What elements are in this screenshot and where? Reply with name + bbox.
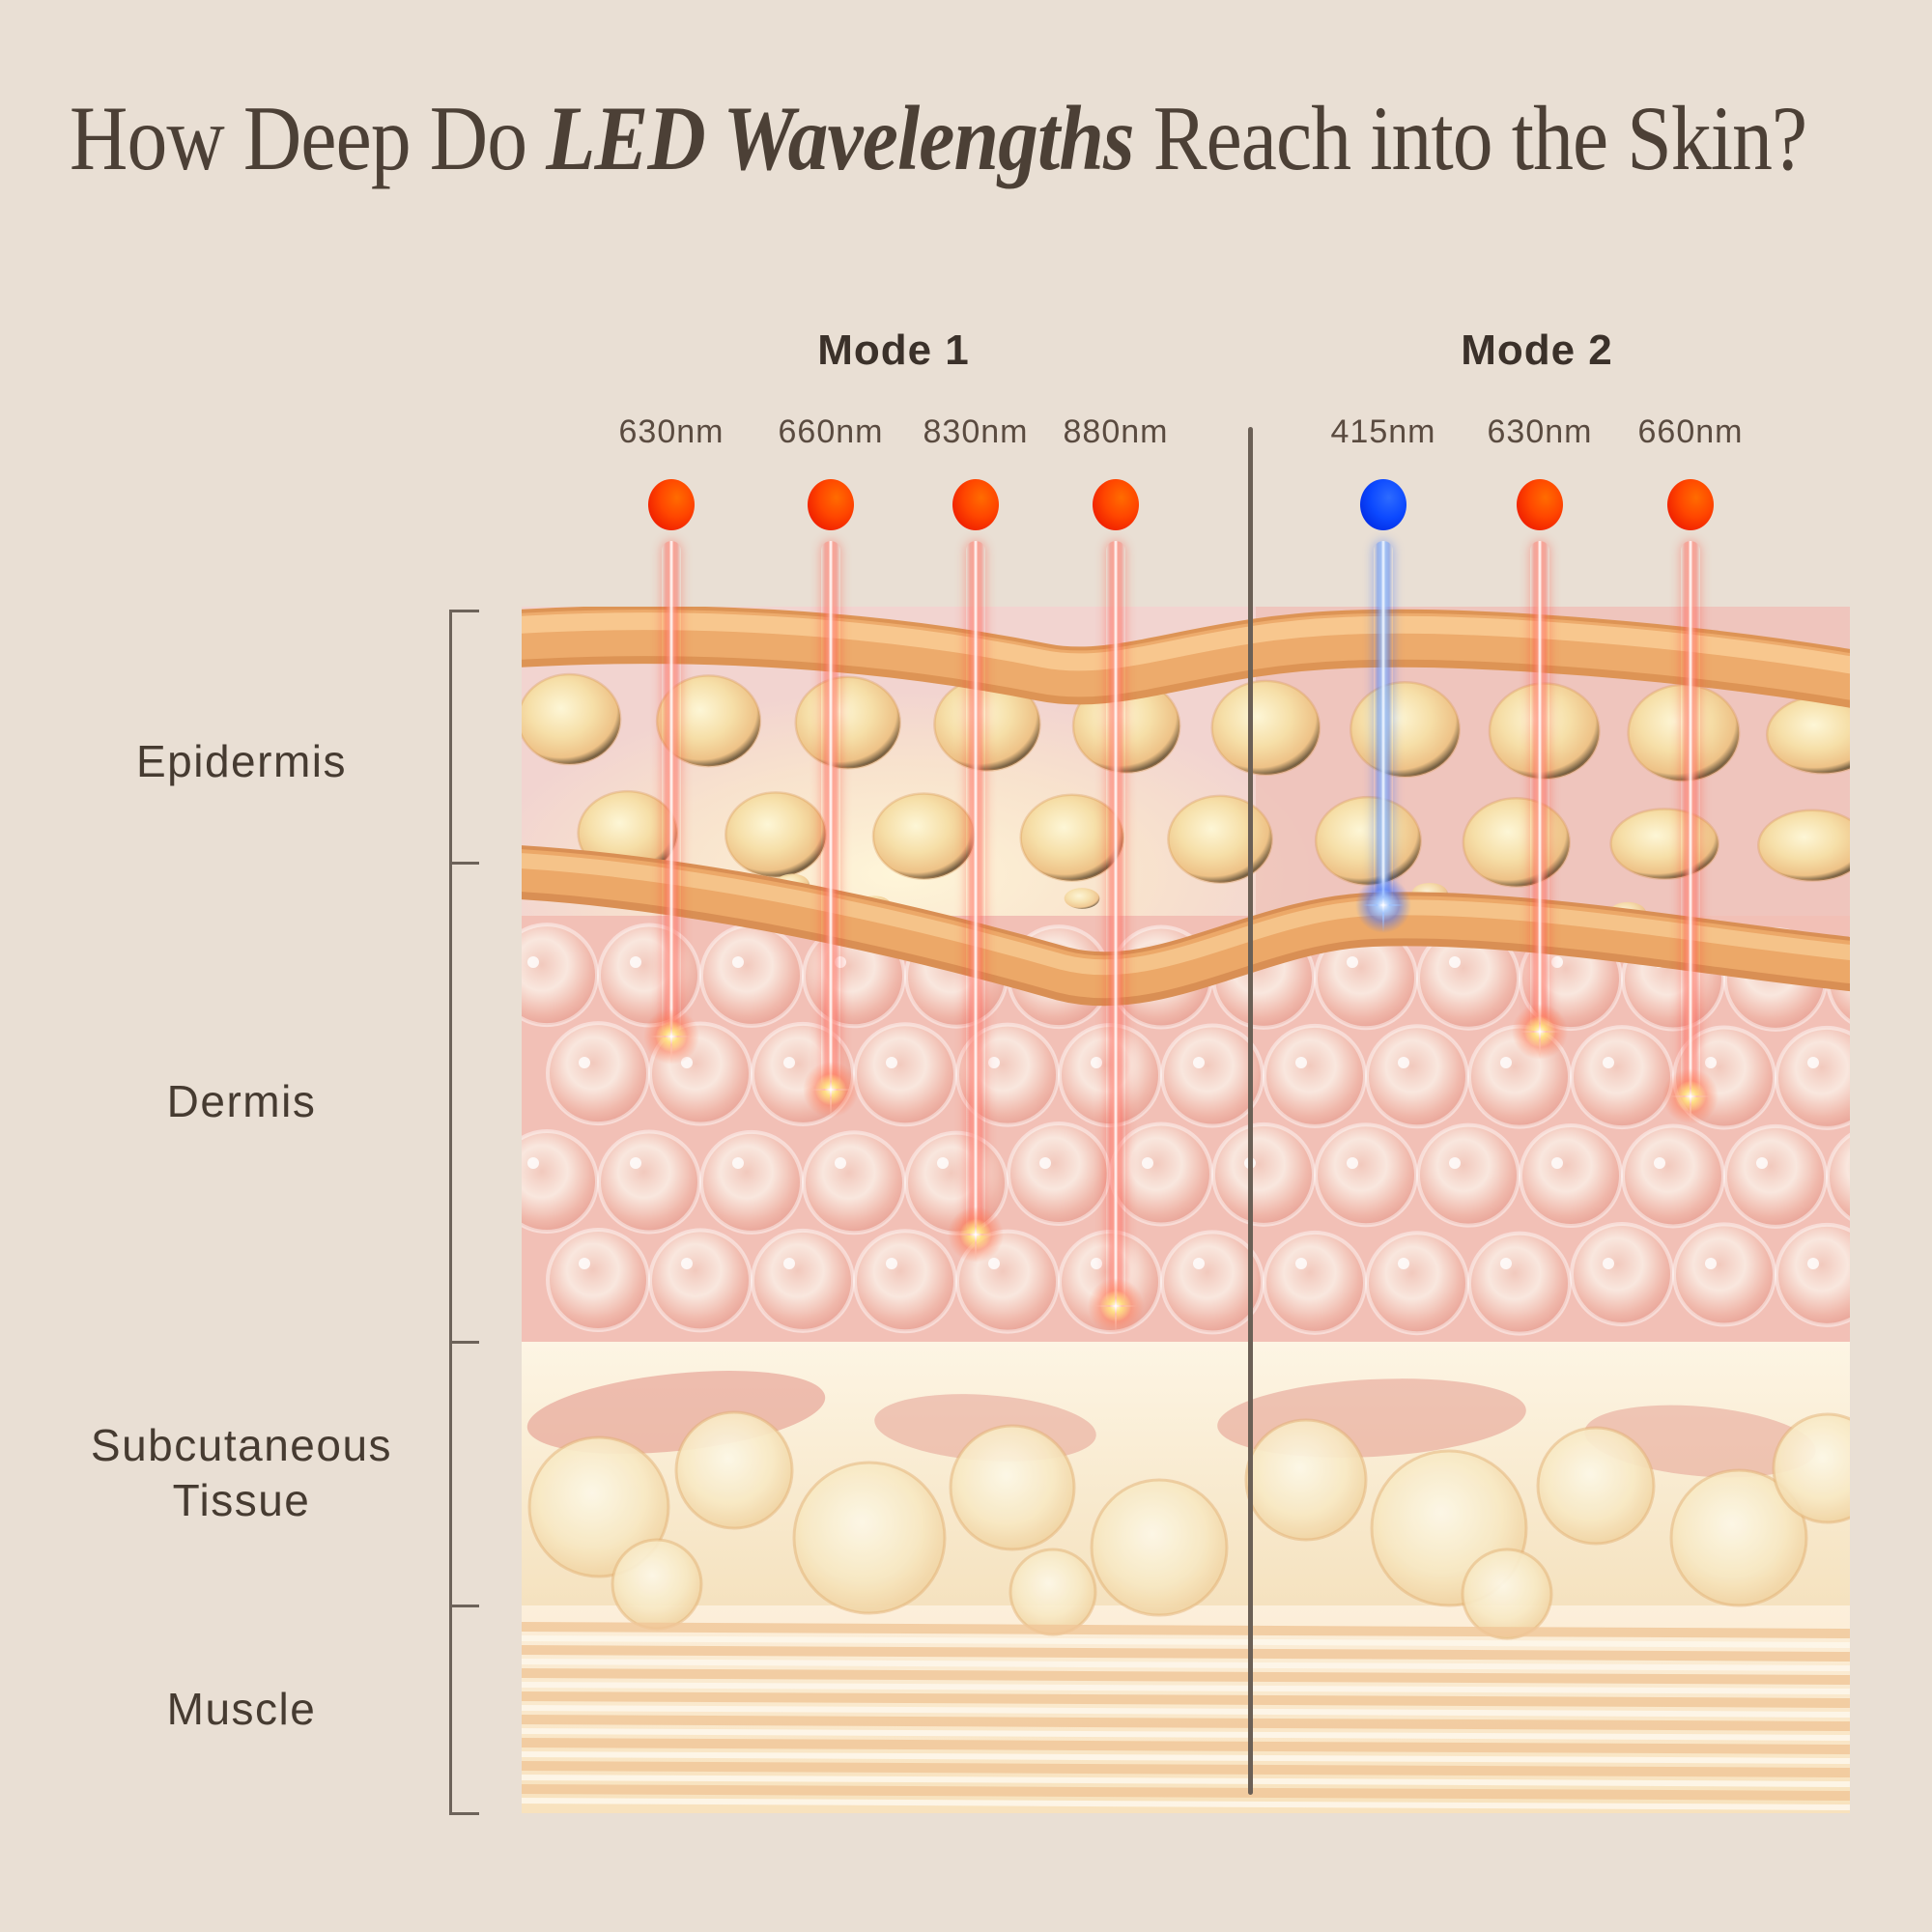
light-beam-660nm (821, 541, 840, 1090)
page-title: How Deep Do LED Wavelengths Reach into t… (70, 93, 1807, 185)
muscle-fiber-stripes (522, 1622, 1850, 1810)
led-dot-red (952, 479, 999, 530)
mode-divider-line (1248, 427, 1253, 1795)
beam-endpoint-sparkle (1085, 1275, 1147, 1337)
layer-bracket-tick (449, 610, 479, 612)
beam-endpoint-sparkle (640, 1006, 702, 1067)
light-beam-660nm (1681, 541, 1700, 1096)
title-prefix: How Deep Do (70, 87, 547, 189)
wavelength-label-880nm: 880nm (1063, 413, 1169, 450)
layer-label-dermis: Dermis (166, 1076, 317, 1126)
dermis-cells (522, 923, 1850, 1336)
light-beam-630nm (662, 541, 681, 1037)
wavelength-label-630nm: 630nm (1487, 413, 1593, 450)
beam-endpoint-sparkle (800, 1059, 862, 1121)
led-dot-blue (1360, 479, 1406, 530)
led-dot-red (648, 479, 695, 530)
layer-bracket-line (449, 611, 452, 1813)
layer-label-epidermis: Epidermis (135, 735, 347, 786)
mode-1-header: Mode 1 (817, 327, 970, 374)
skin-surface-band (522, 607, 1850, 708)
layer-label-muscle: Muscle (166, 1683, 317, 1734)
beam-endpoint-sparkle (945, 1204, 1007, 1265)
wavelength-label-830nm: 830nm (923, 413, 1029, 450)
led-dot-red (1667, 479, 1714, 530)
subcutaneous-fat-cells (527, 1410, 1850, 1640)
led-dot-red (1093, 479, 1139, 530)
wavelength-label-630nm: 630nm (618, 413, 724, 450)
light-beam-630nm (1530, 541, 1549, 1032)
light-beam-830nm (966, 541, 985, 1235)
title-suffix: Reach into the Skin? (1133, 87, 1807, 189)
wavelength-label-415nm: 415nm (1330, 413, 1436, 450)
layer-bracket-tick (449, 862, 479, 865)
light-beam-415nm (1374, 541, 1393, 905)
basement-membrane-band (522, 845, 1850, 1007)
mode-2-header: Mode 2 (1461, 327, 1613, 374)
light-beam-880nm (1106, 541, 1125, 1306)
led-dot-red (808, 479, 854, 530)
wavelength-label-660nm: 660nm (778, 413, 884, 450)
wavelength-label-660nm: 660nm (1637, 413, 1744, 450)
layer-bracket-tick (449, 1341, 479, 1344)
beam-endpoint-sparkle (1509, 1001, 1571, 1063)
layer-label-subcutaneous-tissue: Subcutaneous Tissue (90, 1419, 393, 1526)
beam-endpoint-sparkle (1660, 1065, 1721, 1127)
beam-endpoint-sparkle (1352, 874, 1414, 936)
led-dot-red (1517, 479, 1563, 530)
layer-bracket-tick (449, 1812, 479, 1815)
layer-bracket-tick (449, 1605, 479, 1607)
title-emphasis: LED Wavelengths (546, 87, 1134, 189)
